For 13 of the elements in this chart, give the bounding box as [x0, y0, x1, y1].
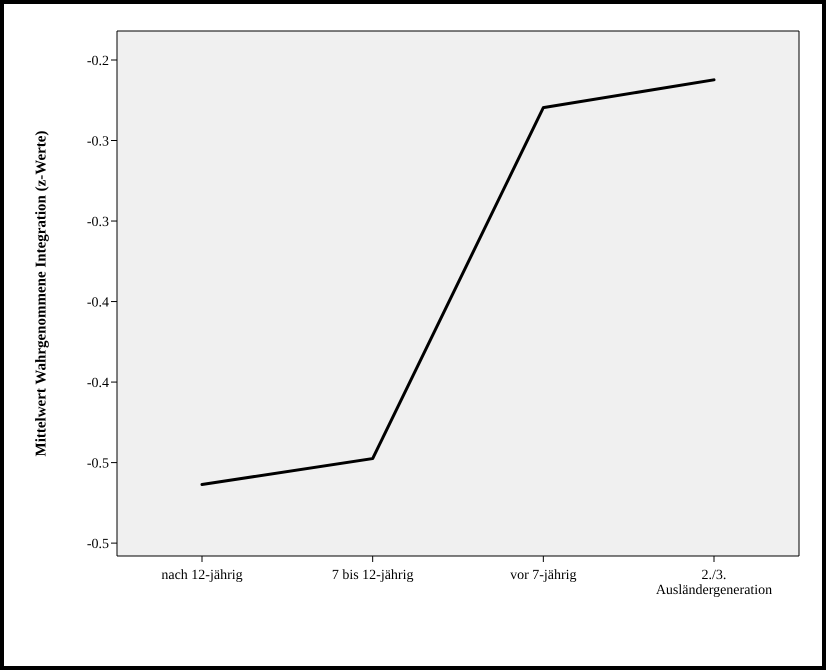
x-tick-label: 7 bis 12-jährig — [332, 568, 414, 584]
x-tick-label: 2./3. Ausländergeneration — [656, 568, 772, 598]
y-tick-label: -0.3 — [86, 134, 109, 150]
y-tick-label: -0.3 — [86, 215, 109, 230]
y-tick-label: -0.4 — [86, 376, 109, 392]
x-tick-label: vor 7-jährig — [510, 568, 577, 584]
y-tick-label: -0.5 — [86, 537, 109, 552]
y-tick-label: -0.4 — [86, 296, 109, 311]
y-tick-label: -0.2 — [86, 54, 109, 69]
x-tick-label: nach 12-jährig — [161, 568, 243, 584]
y-tick-label: -0.5 — [86, 456, 109, 472]
line-series — [200, 78, 716, 486]
y-axis-title: Mittelwert Wahrgenommene Integration (z-Werte) — [33, 130, 50, 456]
